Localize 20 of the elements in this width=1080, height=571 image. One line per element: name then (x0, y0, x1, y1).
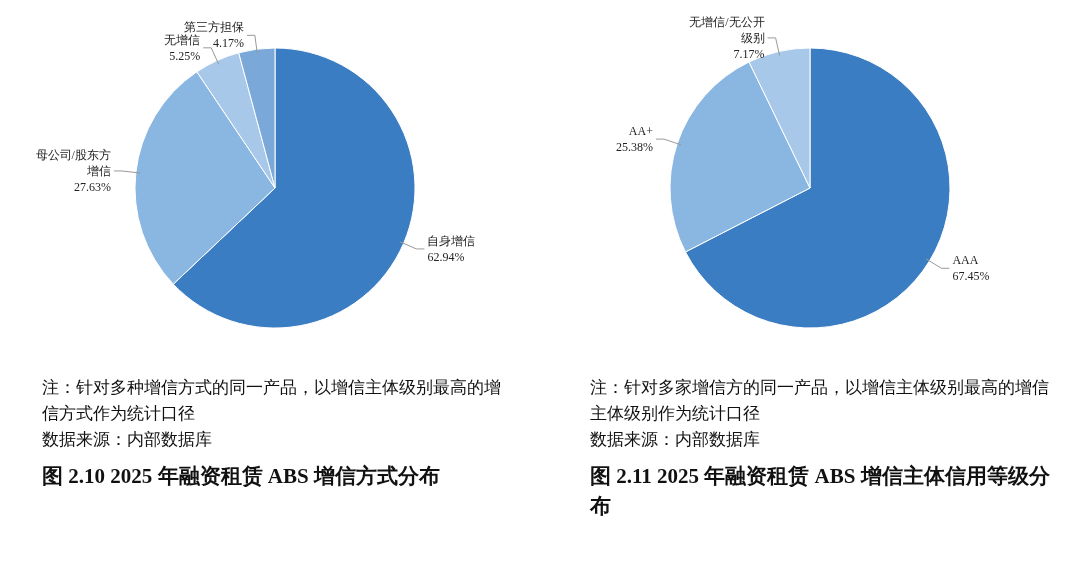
data-label: 67.45% (952, 269, 990, 284)
source-note: 数据来源：内部数据库 (590, 429, 761, 451)
slice-label: AAA (952, 253, 979, 268)
text: 注：针对多家增信方的同一产品，以增信主体级别最高的增信主体级别作为统计口径 (590, 377, 1050, 425)
data-label: 27.63% (73, 179, 111, 194)
data-label: 7.17% (733, 46, 765, 61)
data-label: 62.94% (427, 249, 465, 264)
text: 注：针对多种增信方式的同一产品，以增信主体级别最高的增信方式作为统计口径 (42, 377, 502, 425)
slice-label: 母公司/股东方增信 (35, 147, 111, 178)
slice-label: 第三方担保 (183, 20, 244, 35)
text: 图 2.10 2025 年融资租赁 ABS 增信方式分布 (42, 463, 441, 490)
text: 图 2.11 2025 年融资租赁 ABS 增信主体信用等级分布 (590, 463, 1051, 520)
source-note: 数据来源：内部数据库 (42, 429, 213, 451)
slice-label: 无增信 (164, 32, 201, 47)
slice-label: 无增信/无公开级别 (689, 14, 765, 45)
data-label: 4.17% (212, 36, 244, 51)
slice-label: 自身增信 (427, 233, 476, 248)
data-label: 25.38% (615, 140, 653, 155)
data-label: 5.25% (169, 48, 201, 63)
slice-label: AA+ (628, 124, 654, 139)
